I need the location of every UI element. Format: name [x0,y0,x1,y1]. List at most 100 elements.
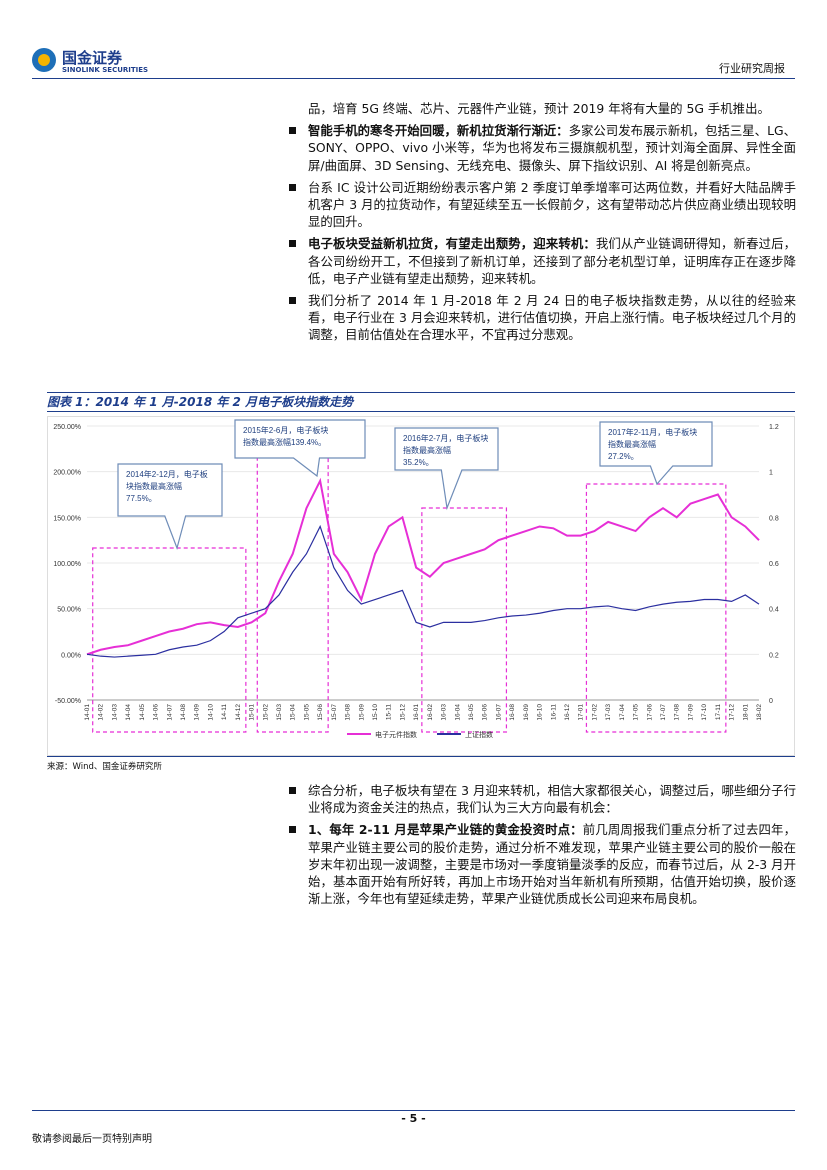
y-tick-label: 150.00% [53,515,81,522]
x-tick-label: 15-06 [317,704,324,721]
report-type: 行业研究周报 [719,62,785,75]
y2-tick-label: 0.2 [769,652,779,659]
y-tick-label: 200.00% [53,470,81,477]
x-tick-label: 15-05 [303,704,310,721]
x-tick-label: 15-01 [249,704,256,721]
disclaimer: 敬请参阅最后一页特别声明 [32,1134,152,1145]
paragraph: 品，培育 5G 终端、芯片、元器件产业链，预计 2019 年将有大量的 5G 手… [308,100,796,117]
y2-tick-label: 0.6 [769,561,779,568]
x-tick-label: 15-12 [399,704,406,721]
x-tick-label: 16-02 [427,704,434,721]
x-tick-label: 15-03 [276,704,283,721]
text: 前几周周报我们重点分析了过去四年，苹果产业链主要公司的股价走势，通过分析不难发现… [308,822,796,907]
body-bottom: 综合分析，电子板块有望在 3 月迎来转机，相信大家都很关心，调整过后，哪些细分子… [289,782,796,912]
x-tick-label: 15-08 [345,704,352,721]
x-tick-label: 16-03 [441,704,448,721]
period-box [421,507,508,733]
x-tick-label: 17-10 [701,704,708,721]
x-tick-label: 14-05 [139,704,146,721]
x-tick-label: 17-08 [674,704,681,721]
page-number: - 5 - [401,1112,426,1125]
lead: 智能手机的寒冬开始回暖，新机拉货渐行渐近： [308,123,569,139]
x-tick-label: 17-11 [715,704,722,721]
annotation-text: 指数最高涨幅 [403,445,451,455]
y2-tick-label: 0.8 [769,515,779,522]
y2-tick-label: 1.2 [769,424,779,431]
y2-tick-label: 1 [769,470,773,477]
y2-tick-label: 0.4 [769,607,779,614]
logo-cn: 国金证券 [62,49,123,67]
callout [234,419,366,478]
line-series [86,524,760,658]
legend-label: 上证指数 [465,730,493,739]
x-tick-label: 16-05 [468,704,475,721]
callout [599,421,713,486]
annotation-text: 指数最高涨幅139.4%。 [243,437,326,447]
paragraph: 1、每年 2-11 月是苹果产业链的黄金投资时点：前几周周报我们重点分析了过去四… [289,821,796,907]
text: 多家公司发布展示新机，包括三星、LG、SONY、OPPO、vivo 小米等，华为… [308,123,796,173]
x-tick-label: 14-10 [207,704,214,721]
x-tick-label: 18-01 [742,704,749,721]
annotation-text: 2015年2-6月，电子板块 [243,425,328,435]
x-tick-label: 15-02 [262,704,269,721]
lead: 1、每年 2-11 月是苹果产业链的黄金投资时点： [308,822,583,838]
header-rule [32,78,795,79]
y-tick-label: 100.00% [53,561,81,568]
x-tick-label: 16-01 [413,704,420,721]
x-tick-label: 14-03 [111,704,118,721]
figure-title: 图表 1：2014 年 1 月-2018 年 2 月电子板块指数走势 [47,395,354,409]
y2-tick-label: 0 [769,698,773,705]
x-tick-label: 16-04 [454,704,461,721]
paragraph: 智能手机的寒冬开始回暖，新机拉货渐行渐近：多家公司发布展示新机，包括三星、LG、… [289,122,796,174]
callout [394,427,499,511]
figure-rule [47,756,795,757]
x-tick-label: 17-09 [687,704,694,721]
text: 台系 IC 设计公司近期纷纷表示客户第 2 季度订单季增率可达两位数，并看好大陆… [308,179,796,230]
paragraph: 台系 IC 设计公司近期纷纷表示客户第 2 季度订单季增率可达两位数，并看好大陆… [289,179,796,231]
annotation-text: 2014年2-12月，电子板 [126,469,208,479]
figure-title-bar: 图表 1：2014 年 1 月-2018 年 2 月电子板块指数走势 [47,392,795,412]
x-tick-label: 14-02 [98,704,105,721]
x-tick-label: 15-11 [386,704,393,721]
lead: 电子板块受益新机拉货，有望走出颓势，迎来转机： [308,236,596,252]
line-series [86,477,760,656]
x-tick-label: 14-07 [166,704,173,721]
x-tick-label: 16-12 [564,704,571,721]
x-tick-label: 14-06 [153,704,160,721]
x-tick-label: 17-04 [619,704,626,721]
x-tick-label: 14-04 [125,704,132,721]
annotation-text: 2016年2-7月，电子板块 [403,433,488,443]
y-tick-label: 50.00% [57,607,81,614]
annotation-text: 77.5%。 [126,494,157,503]
x-tick-label: 16-11 [550,704,557,721]
x-tick-label: 16-08 [509,704,516,721]
logo-en: SINOLINK SECURITIES [62,66,149,74]
text: 综合分析，电子板块有望在 3 月迎来转机，相信大家都很关心，调整过后，哪些细分子… [308,783,796,816]
annotation-text: 指数最高涨幅 [608,439,656,449]
annotation-text: 块指数最高涨幅 [126,481,182,491]
x-tick-label: 17-06 [646,704,653,721]
plot-frame [47,416,795,756]
paragraph: 电子板块受益新机拉货，有望走出颓势，迎来转机：我们从产业链调研得知，新春过后，各… [289,235,797,287]
period-box [92,547,247,733]
period-box [256,437,329,733]
x-tick-label: 14-12 [235,704,242,721]
paragraph: 综合分析，电子板块有望在 3 月迎来转机，相信大家都很关心，调整过后，哪些细分子… [289,782,796,816]
text: 我们从产业链调研得知，新春过后，各公司纷纷开工，不但接到了新机订单，还接到了部分… [308,236,797,286]
paragraph: 我们分析了 2014 年 1 月-2018 年 2 月 24 日的电子板块指数走… [289,292,796,344]
x-tick-label: 16-06 [482,704,489,721]
legend-label: 电子元件指数 [375,730,417,739]
logo-icon [32,48,56,72]
y-tick-label: 0.00% [61,652,81,659]
x-tick-label: 17-05 [633,704,640,721]
x-tick-label: 17-07 [660,704,667,721]
annotation-text: 35.2%。 [403,458,434,467]
x-tick-label: 18-02 [756,704,763,721]
annotation-text: 27.2%。 [608,452,639,461]
body-top: 品，培育 5G 终端、芯片、元器件产业链，预计 2019 年将有大量的 5G 手… [289,100,797,349]
x-tick-label: 17-01 [578,704,585,721]
y-tick-label: 250.00% [53,424,81,431]
x-tick-label: 14-11 [221,704,228,721]
text: 我们分析了 2014 年 1 月-2018 年 2 月 24 日的电子板块指数走… [308,293,796,343]
